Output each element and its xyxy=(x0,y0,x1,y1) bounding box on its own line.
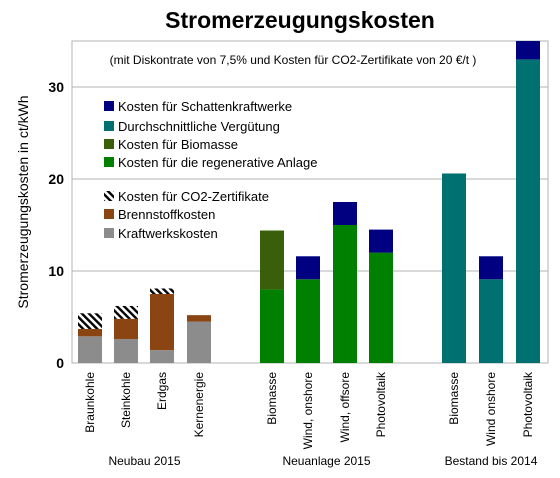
legend-swatch xyxy=(104,121,114,131)
bar-segment xyxy=(114,305,138,319)
legend-swatch xyxy=(104,191,114,201)
x-tick-label: Steinkohle xyxy=(119,372,133,428)
bars xyxy=(78,41,540,364)
bar-segment xyxy=(260,289,284,363)
bar-segment xyxy=(150,294,174,351)
x-tick-label: Wind onshore xyxy=(484,372,498,446)
y-tick-label: 20 xyxy=(48,171,64,187)
legend-swatch xyxy=(104,101,114,111)
x-tick-label: Photovoltaik xyxy=(521,371,535,437)
gridlines xyxy=(72,86,548,272)
legend-label: Durchschnittliche Vergütung xyxy=(118,119,280,134)
x-tick-label: Biomasse xyxy=(447,372,461,425)
legend-label: Kosten für die regenerative Anlage xyxy=(118,155,317,170)
y-axis-label: Stromerzeugungskosten in ct/kWh xyxy=(15,95,31,308)
y-tick-label: 30 xyxy=(48,79,64,95)
bar-segment xyxy=(114,318,138,340)
bar-segment xyxy=(150,350,174,363)
legend-swatch xyxy=(104,209,114,219)
x-tick-label: Photovoltaik xyxy=(374,371,388,437)
y-tick-label: 10 xyxy=(48,263,64,279)
bar-segment xyxy=(516,59,540,364)
legend-label: Kosten für CO2-Zertifikate xyxy=(118,189,269,204)
group-labels: Neubau 2015 Neuanlage 2015 Bestand bis 201… xyxy=(108,454,537,468)
bar-segment xyxy=(78,336,102,363)
bar-segment xyxy=(333,202,357,225)
bar-segment xyxy=(333,225,357,363)
legend-swatch xyxy=(104,157,114,167)
bar-segment xyxy=(516,41,540,60)
bar-segment xyxy=(114,339,138,363)
bar-segment xyxy=(296,256,320,280)
legend-label: Brennstoffkosten xyxy=(118,207,215,222)
bar-segment xyxy=(479,256,503,280)
legend-swatch xyxy=(104,228,114,238)
bar-segment xyxy=(260,230,284,290)
x-tick-label: Biomasse xyxy=(265,372,279,425)
y-axis-ticks: 0 10 20 30 xyxy=(48,79,64,371)
chart-title: Stromerzeugungskosten xyxy=(165,7,435,33)
legend-swatch xyxy=(104,139,114,149)
bar-segment xyxy=(442,173,466,363)
bar-segment xyxy=(78,328,102,337)
bar-segment xyxy=(296,279,320,363)
bar-segment xyxy=(187,321,211,363)
x-tick-label: Braunkohle xyxy=(83,372,97,433)
bar-segment xyxy=(369,252,393,363)
group-label: Neubau 2015 xyxy=(108,454,180,468)
x-tick-label: Kernenergie xyxy=(192,372,206,438)
chart-subtitle: (mit Diskontrate von 7,5% und Kosten für… xyxy=(110,53,477,67)
x-axis-ticks: Braunkohle Steinkohle Erdgas Kernenergie Bio… xyxy=(83,371,535,449)
group-label: Neuanlage 2015 xyxy=(282,454,370,468)
bar-segment xyxy=(78,313,102,329)
group-label: Bestand bis 2014 xyxy=(445,454,538,468)
bar-segment xyxy=(150,288,174,294)
bar-segment xyxy=(369,229,393,253)
x-tick-label: Wind, onshore xyxy=(301,372,315,450)
bar-segment xyxy=(187,315,211,322)
x-tick-label: Erdgas xyxy=(155,372,169,410)
legend-label: Kosten für Biomasse xyxy=(118,137,238,152)
legend-label: Kosten für Schattenkraftwerke xyxy=(118,99,292,114)
bar-segment xyxy=(479,279,503,363)
legend: Kosten für Schattenkraftwerke Durchschnit… xyxy=(104,99,317,241)
x-tick-label: Wind, offsore xyxy=(338,372,352,443)
legend-label: Kraftwerkskosten xyxy=(118,226,218,241)
y-tick-label: 0 xyxy=(56,355,64,371)
